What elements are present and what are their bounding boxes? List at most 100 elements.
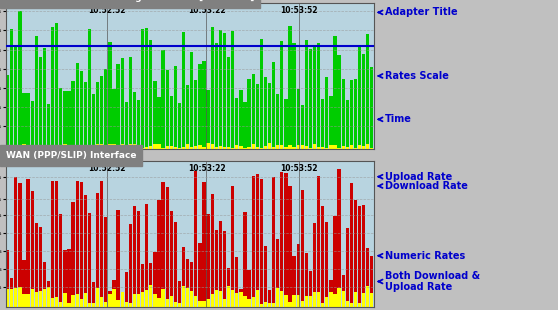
Bar — [325, 222, 329, 307]
Bar — [366, 34, 369, 149]
Bar — [301, 105, 304, 149]
Bar — [264, 77, 267, 149]
Bar — [182, 32, 185, 149]
Bar — [288, 302, 292, 307]
Bar — [161, 50, 165, 149]
Bar — [223, 33, 226, 149]
Bar — [59, 88, 62, 149]
Bar — [338, 288, 341, 307]
Bar — [264, 246, 267, 307]
Bar — [362, 54, 365, 149]
Bar — [256, 147, 259, 149]
Bar — [235, 294, 238, 307]
Bar — [292, 147, 296, 149]
Bar — [22, 144, 26, 149]
Bar — [51, 298, 54, 307]
Bar — [71, 202, 75, 307]
Bar — [235, 98, 238, 149]
Bar — [100, 76, 103, 149]
Bar — [252, 74, 255, 149]
Bar — [247, 147, 251, 149]
Bar — [124, 272, 128, 307]
Bar — [333, 216, 336, 307]
Bar — [124, 146, 128, 149]
Text: Both Download &
Upload Rate: Both Download & Upload Rate — [378, 271, 480, 292]
Bar — [157, 298, 161, 307]
Bar — [174, 147, 177, 149]
Bar — [215, 43, 218, 149]
Bar — [366, 248, 369, 307]
Text: Up: 54.4 mbps: Up: 54.4 mbps — [126, 161, 253, 170]
Bar — [219, 221, 222, 307]
Bar — [247, 79, 251, 149]
Bar — [170, 95, 173, 149]
Bar — [333, 145, 336, 149]
Bar — [59, 146, 62, 149]
Bar — [80, 71, 83, 149]
Bar — [329, 96, 333, 149]
Bar — [166, 299, 169, 307]
Bar — [43, 262, 46, 307]
Bar — [10, 29, 13, 149]
Bar — [321, 303, 324, 307]
Bar — [129, 56, 132, 149]
Bar — [121, 292, 124, 307]
Bar — [59, 302, 62, 307]
Bar — [124, 302, 128, 307]
Bar — [231, 290, 234, 307]
Bar — [276, 288, 280, 307]
Text: Download Rate: Download Rate — [378, 181, 468, 191]
Bar — [35, 292, 38, 307]
Bar — [288, 145, 292, 149]
Bar — [194, 171, 198, 307]
Bar — [63, 144, 66, 149]
Bar — [227, 147, 230, 149]
Bar — [108, 291, 112, 307]
Bar — [284, 147, 287, 149]
Bar — [84, 82, 87, 149]
Bar — [317, 147, 320, 149]
Bar — [354, 79, 357, 149]
Bar — [137, 147, 140, 149]
Bar — [309, 49, 312, 149]
Bar — [26, 146, 30, 149]
Bar — [206, 299, 210, 307]
Bar — [39, 291, 42, 307]
Bar — [166, 70, 169, 149]
Bar — [203, 301, 206, 307]
Bar — [252, 297, 255, 307]
Bar — [239, 289, 243, 307]
Text: Numeric Rates: Numeric Rates — [378, 251, 465, 261]
Bar — [338, 148, 341, 149]
Bar — [92, 148, 95, 149]
Bar — [252, 175, 255, 307]
Bar — [276, 94, 280, 149]
Bar — [350, 145, 353, 149]
Bar — [194, 146, 198, 149]
Bar — [63, 293, 66, 307]
Bar — [370, 67, 373, 149]
Bar — [235, 145, 238, 149]
Bar — [272, 147, 275, 149]
Bar — [51, 181, 54, 307]
Bar — [55, 297, 59, 307]
Bar — [362, 146, 365, 149]
Bar — [186, 85, 189, 149]
Bar — [133, 294, 136, 307]
Bar — [223, 147, 226, 149]
Bar — [80, 147, 83, 149]
Bar — [80, 182, 83, 307]
Bar — [215, 290, 218, 307]
Bar — [292, 294, 296, 307]
Bar — [219, 30, 222, 149]
Bar — [100, 144, 103, 149]
Bar — [268, 290, 271, 307]
Bar — [198, 301, 201, 307]
Bar — [51, 145, 54, 149]
Bar — [341, 291, 345, 307]
Bar — [161, 148, 165, 149]
Bar — [259, 39, 263, 149]
Bar — [280, 144, 283, 149]
Bar — [288, 186, 292, 307]
Bar — [203, 61, 206, 149]
